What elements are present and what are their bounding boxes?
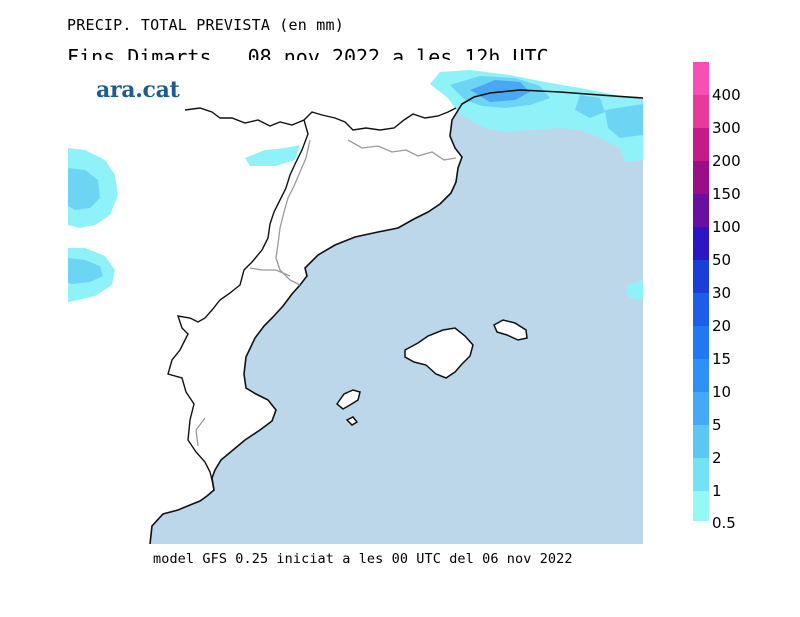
island-eivissa [335, 389, 361, 410]
sea-area [150, 90, 643, 544]
island-menorca [493, 319, 528, 341]
island-formentera [345, 416, 359, 426]
title-precip: PRECIP. TOTAL PREVISTA (en mm) [67, 16, 344, 34]
country-border [184, 107, 457, 131]
model-run-footer: model GFS 0.25 iniciat a les 00 UTC del … [153, 551, 573, 567]
legend-swatch-100 [693, 194, 709, 227]
legend-label-100: 100 [712, 218, 741, 236]
legend-swatch-20 [693, 293, 709, 326]
province-borders [195, 139, 457, 447]
legend-swatch-150 [693, 161, 709, 194]
legend-swatch-300 [693, 95, 709, 128]
coastline [149, 89, 644, 545]
legend-label-200: 200 [712, 152, 741, 170]
legend-label-15: 15 [712, 350, 732, 368]
island-mallorca [404, 327, 474, 379]
legend-swatch-50 [693, 227, 709, 260]
legend-label-400: 400 [712, 86, 741, 104]
regional-border [167, 119, 309, 491]
legend-label-30: 30 [712, 284, 732, 302]
precip-patches [68, 70, 643, 302]
legend-swatch-10 [693, 359, 709, 392]
legend-swatch-30 [693, 260, 709, 293]
legend-label-150: 150 [712, 185, 741, 203]
legend-label-50: 50 [712, 251, 732, 269]
brand-logo[interactable]: ara.cat [96, 77, 180, 103]
legend-swatch-200 [693, 128, 709, 161]
legend-label-2: 2 [712, 449, 722, 467]
legend-label-20: 20 [712, 317, 732, 335]
legend-swatch-1 [693, 458, 709, 491]
legend-label-300: 300 [712, 119, 741, 137]
legend-swatch-400 [693, 62, 709, 95]
legend-swatch-5 [693, 392, 709, 425]
legend-swatch-15 [693, 326, 709, 359]
legend-label-0-5: 0.5 [712, 514, 736, 532]
legend-swatch-2 [693, 425, 709, 458]
legend-label-10: 10 [712, 383, 732, 401]
legend-swatch-0-5 [693, 491, 709, 521]
legend-label-1: 1 [712, 482, 722, 500]
legend-label-5: 5 [712, 416, 722, 434]
